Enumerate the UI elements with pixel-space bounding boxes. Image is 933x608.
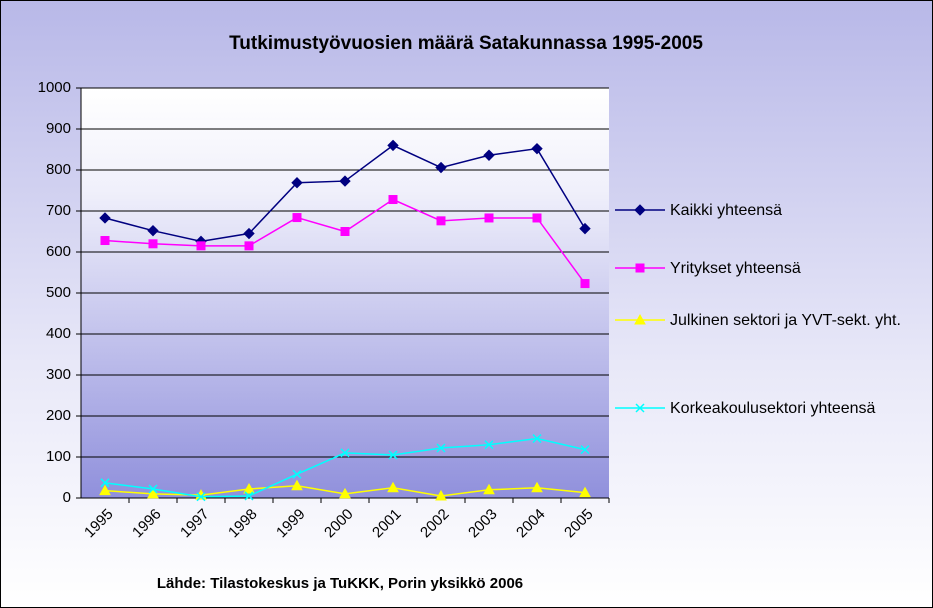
marker xyxy=(483,149,495,161)
y-tick-label: 900 xyxy=(46,120,71,137)
marker xyxy=(435,489,447,501)
marker xyxy=(339,487,351,499)
marker xyxy=(196,492,206,502)
marker xyxy=(635,263,645,273)
marker xyxy=(292,213,302,223)
marker xyxy=(580,445,590,455)
marker xyxy=(531,142,543,155)
y-tick-label: 200 xyxy=(46,407,71,424)
marker xyxy=(387,139,399,152)
legend-label: Kaikki yhteensä xyxy=(670,202,783,219)
marker xyxy=(532,213,542,223)
marker xyxy=(388,450,398,460)
marker xyxy=(484,213,494,223)
marker xyxy=(147,224,159,237)
chart-title: Tutkimustyövuosien määrä Satakunnassa 19… xyxy=(229,33,703,54)
marker xyxy=(634,313,646,325)
marker xyxy=(244,241,254,251)
marker xyxy=(388,195,398,205)
y-tick-label: 700 xyxy=(46,202,71,219)
marker xyxy=(291,177,303,189)
marker xyxy=(243,482,255,494)
marker xyxy=(579,222,591,235)
marker xyxy=(148,484,158,494)
marker xyxy=(291,479,303,491)
marker xyxy=(148,239,158,249)
marker xyxy=(483,483,495,495)
y-tick-label: 800 xyxy=(46,161,71,178)
marker xyxy=(244,491,254,501)
y-tick-label: 600 xyxy=(46,243,71,260)
marker xyxy=(340,448,350,458)
marker xyxy=(531,481,543,493)
marker xyxy=(99,484,111,496)
marker xyxy=(100,478,110,488)
marker xyxy=(484,440,494,450)
marker xyxy=(243,227,255,240)
marker xyxy=(147,487,159,499)
marker xyxy=(292,469,302,479)
legend-label: Yritykset yhteensä xyxy=(670,260,801,277)
marker xyxy=(436,443,446,453)
marker xyxy=(635,403,645,413)
marker xyxy=(196,241,206,251)
marker xyxy=(436,216,446,226)
y-tick-label: 500 xyxy=(46,284,71,301)
marker xyxy=(387,481,399,493)
y-tick-label: 0 xyxy=(63,489,71,506)
source: Lähde: Tilastokeskus ja TuKKK, Porin yks… xyxy=(157,575,523,592)
marker xyxy=(435,161,447,174)
legend-label: Julkinen sektori ja YVT-sekt. yht. xyxy=(670,312,901,329)
marker xyxy=(579,486,591,498)
y-tick-label: 400 xyxy=(46,325,71,342)
y-tick-label: 300 xyxy=(46,366,71,383)
legend-label: Korkeakoulusektori yhteensä xyxy=(670,400,876,417)
marker xyxy=(339,175,351,187)
marker xyxy=(532,434,542,444)
y-tick-label: 1000 xyxy=(38,79,71,96)
marker xyxy=(580,279,590,289)
marker xyxy=(99,212,111,224)
marker xyxy=(634,204,646,216)
marker xyxy=(100,236,110,246)
y-tick-label: 100 xyxy=(46,448,71,465)
marker xyxy=(340,227,350,236)
